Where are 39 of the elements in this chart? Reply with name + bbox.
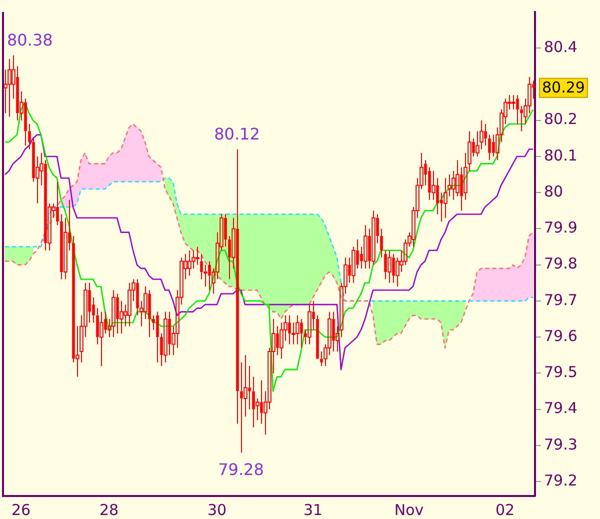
- candlestick: [112, 290, 116, 338]
- y-tick-label: 79.3: [544, 435, 578, 454]
- candlestick: [156, 311, 159, 363]
- y-tick-label: 79.6: [544, 326, 578, 345]
- x-tick-label: 31: [303, 500, 323, 519]
- candlestick: [364, 224, 368, 269]
- x-tick-label: 30: [207, 500, 227, 519]
- candlestick: [488, 134, 491, 161]
- annotation: 79.28: [218, 460, 264, 479]
- y-tick-label: 79.5: [544, 363, 578, 382]
- candlestick: [388, 250, 392, 284]
- x-tick-label: Nov: [394, 500, 424, 519]
- y-tick-label: 80.1: [544, 146, 578, 164]
- candlestick: [164, 311, 168, 363]
- text: 80.29: [542, 78, 585, 97]
- candlestick: [8, 58, 12, 118]
- candlestick: [316, 314, 319, 359]
- x-tick-label: 28: [99, 500, 119, 519]
- candlestick: [372, 210, 376, 266]
- candlestick: [100, 311, 104, 366]
- y-tick-label: 79.9: [544, 218, 578, 237]
- candlestick: [512, 94, 516, 110]
- candlestick: [380, 228, 383, 258]
- candlestick: [28, 123, 31, 150]
- y-tick-label: 79.7: [544, 290, 578, 309]
- y-tick-label: 80: [544, 182, 564, 200]
- x-tick-label: 26: [11, 500, 31, 519]
- candlestick: [452, 170, 456, 200]
- y-tick-label: 79.8: [544, 254, 578, 273]
- candlestick: [444, 178, 448, 218]
- candlestick: [296, 314, 300, 345]
- x-tick-label: 02: [495, 500, 515, 519]
- y-tick-label: 80.2: [544, 110, 578, 128]
- annotation: 80.38: [6, 30, 53, 50]
- y-tick-label: 79.4: [544, 399, 578, 418]
- annotation: 80.12: [214, 124, 260, 144]
- candlestick: [128, 282, 132, 327]
- y-tick-label: 80.4: [544, 38, 578, 56]
- y-tick-label: 79.2: [544, 471, 578, 490]
